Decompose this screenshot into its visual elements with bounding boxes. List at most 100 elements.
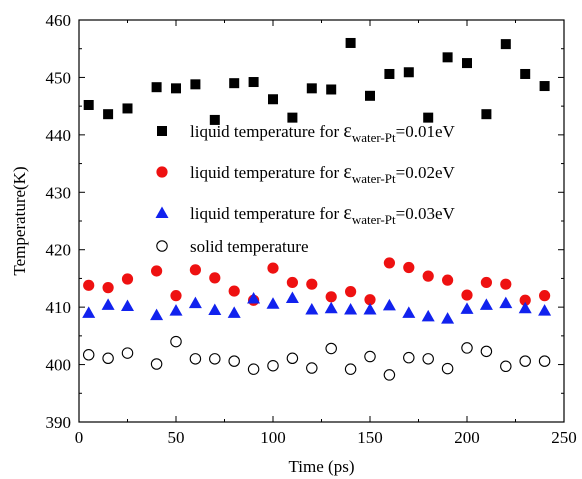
data-point-series-3 [499, 296, 513, 309]
data-point-series-4 [519, 355, 531, 367]
y-tick-label: 420 [46, 241, 72, 260]
data-point-series-2 [461, 289, 473, 301]
data-point-series-1 [500, 39, 511, 50]
data-point-series-1 [481, 109, 492, 120]
data-point-series-3 [460, 302, 474, 314]
data-point-series-2 [170, 290, 182, 302]
data-point-series-4 [461, 342, 473, 354]
legend-label-4: solid temperature [190, 237, 309, 256]
data-point-series-3 [441, 312, 455, 324]
data-point-series-2 [151, 265, 163, 277]
data-point-series-2 [422, 270, 434, 282]
data-point-series-3 [538, 304, 552, 316]
x-tick-label: 100 [260, 428, 286, 447]
data-point-series-2 [500, 278, 512, 290]
data-point-series-2 [83, 279, 95, 291]
tick-labels: 0 50 100 150 200 250 390 400 410 420 430 440 450 460 [46, 11, 577, 447]
legend-marker-2 [156, 166, 168, 178]
data-point-series-2 [228, 285, 240, 297]
data-point-series-2 [442, 274, 454, 286]
data-point-series-3 [188, 296, 202, 309]
data-point-series-2 [102, 282, 114, 294]
data-point-series-4 [500, 360, 512, 373]
data-point-series-1 [103, 109, 114, 120]
data-point-series-1 [442, 52, 453, 63]
data-point-series-1 [403, 67, 414, 78]
data-point-series-4 [403, 351, 415, 364]
y-tick-label: 430 [46, 183, 72, 202]
data-point-series-4 [325, 342, 337, 355]
data-point-series-2 [209, 272, 221, 284]
data-point-series-4 [538, 355, 551, 367]
x-tick-label: 200 [454, 428, 480, 447]
data-point-series-4 [383, 369, 396, 381]
legend-label-2: liquid temperature for εwater-Pt=0.02eV [190, 161, 455, 186]
data-point-series-3 [82, 306, 96, 318]
legend: liquid temperature for εwater-Pt=0.01eV l… [155, 120, 455, 256]
y-tick-label: 450 [46, 68, 72, 87]
data-point-series-3 [344, 302, 358, 315]
y-tick-label: 390 [46, 413, 72, 432]
data-point-series-4 [247, 363, 260, 375]
x-tick-label: 50 [168, 428, 185, 447]
data-point-series-1 [462, 58, 472, 69]
data-point-series-4 [228, 355, 240, 367]
data-point-series-3 [382, 298, 396, 311]
data-point-series-4 [189, 353, 202, 365]
data-point-series-3 [402, 306, 416, 318]
data-point-series-2 [383, 257, 395, 269]
data-point-series-4 [150, 358, 163, 370]
y-axis-title: Temperature(K) [10, 166, 29, 275]
data-point-series-3 [121, 299, 134, 311]
data-point-series-3 [421, 309, 435, 322]
y-tick-label: 400 [46, 356, 72, 375]
data-point-series-1 [171, 83, 181, 94]
x-tick-label: 150 [357, 428, 383, 447]
data-point-series-4 [209, 353, 221, 365]
legend-label-1: liquid temperature for εwater-Pt=0.01eV [190, 120, 455, 145]
data-point-series-4 [102, 352, 114, 365]
data-point-series-4 [121, 347, 134, 359]
x-axis-title: Time (ps) [289, 457, 355, 476]
y-tick-label: 440 [46, 126, 72, 145]
data-point-series-4 [344, 363, 357, 375]
data-point-series-2 [189, 264, 201, 276]
data-point-series-4 [267, 359, 279, 372]
data-point-series-2 [519, 294, 531, 306]
data-point-series-1 [190, 79, 201, 90]
data-point-series-1 [423, 112, 434, 123]
data-point-series-1 [151, 82, 162, 93]
data-point-series-1 [345, 37, 356, 48]
data-point-series-1 [384, 68, 395, 79]
legend-marker-3 [155, 206, 169, 218]
data-point-series-2 [121, 273, 134, 285]
y-tick-label: 410 [46, 298, 72, 317]
data-point-series-3 [101, 298, 115, 310]
data-point-series-2 [539, 290, 551, 302]
data-point-series-3 [285, 291, 299, 303]
data-point-series-1 [209, 114, 220, 125]
data-marks [82, 37, 552, 381]
data-point-series-1 [229, 78, 240, 89]
data-point-series-4 [82, 349, 95, 361]
data-point-series-4 [422, 353, 434, 365]
data-point-series-3 [479, 298, 493, 310]
data-point-series-3 [208, 303, 222, 316]
legend-marker-4 [156, 240, 168, 252]
data-point-series-3 [363, 302, 377, 315]
data-point-series-1 [248, 77, 259, 88]
data-point-series-1 [268, 94, 278, 105]
legend-marker-1 [157, 126, 167, 136]
data-point-series-1 [520, 68, 531, 79]
data-point-series-1 [365, 90, 375, 101]
data-point-series-3 [518, 301, 532, 314]
data-point-series-1 [83, 99, 94, 110]
data-point-series-2 [325, 291, 337, 303]
data-point-series-4 [286, 352, 299, 365]
data-point-series-1 [326, 84, 337, 95]
data-point-series-1 [539, 81, 550, 92]
data-point-series-4 [306, 362, 318, 374]
data-point-series-1 [306, 83, 317, 94]
data-point-series-2 [267, 262, 279, 274]
